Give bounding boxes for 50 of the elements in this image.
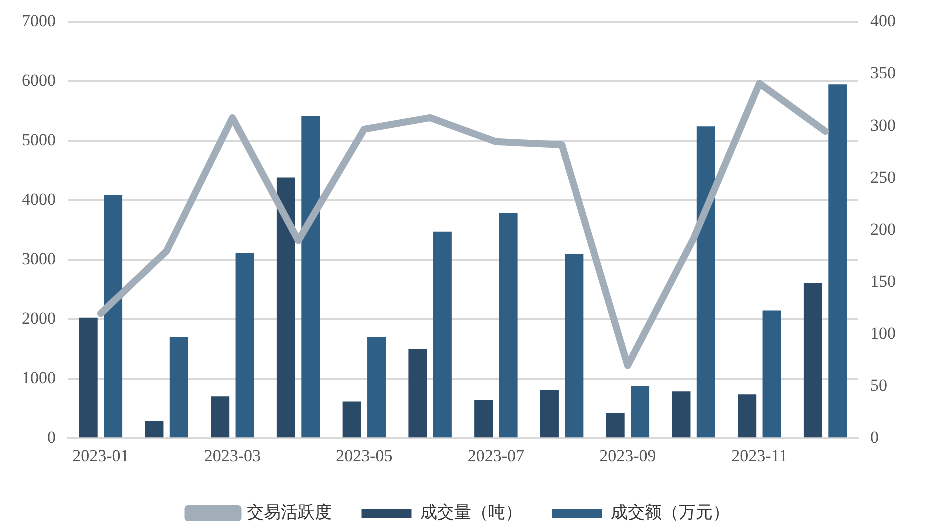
y-tick-label: 0 bbox=[48, 428, 56, 448]
y-tick-label: 6000 bbox=[22, 71, 56, 90]
y2-tick-label: 250 bbox=[870, 168, 896, 187]
y-tick-label: 5000 bbox=[22, 130, 56, 150]
bar bbox=[276, 178, 296, 438]
bar bbox=[565, 254, 584, 438]
bar bbox=[631, 386, 650, 438]
y-tick-label: 7000 bbox=[22, 12, 56, 31]
x-tick-label: 2023-05 bbox=[336, 446, 393, 466]
y2-tick-label: 350 bbox=[870, 64, 896, 83]
bar bbox=[762, 310, 782, 438]
bar bbox=[236, 253, 254, 438]
bar bbox=[79, 318, 98, 438]
bar bbox=[606, 413, 625, 438]
y2-tick-label: 400 bbox=[870, 12, 896, 31]
bar bbox=[104, 195, 123, 438]
bar bbox=[499, 213, 518, 438]
bar bbox=[540, 390, 559, 438]
x-tick-label: 2023-01 bbox=[72, 446, 130, 466]
legend-label: 成交量（吨） bbox=[420, 502, 522, 522]
bar bbox=[170, 337, 188, 438]
bar bbox=[368, 337, 386, 438]
bar bbox=[738, 394, 757, 438]
y-tick-label: 2000 bbox=[22, 309, 56, 328]
legend-label: 交易活跃度 bbox=[246, 502, 332, 522]
x-tick-label: 2023-09 bbox=[600, 446, 656, 466]
bar bbox=[145, 421, 164, 438]
y2-tick-label: 0 bbox=[870, 428, 879, 448]
x-tick-label: 2023-11 bbox=[732, 446, 788, 466]
y2-tick-label: 100 bbox=[870, 324, 896, 343]
y2-tick-label: 150 bbox=[870, 272, 896, 291]
bar bbox=[804, 283, 822, 438]
x-tick-label: 2023-07 bbox=[468, 446, 526, 466]
y2-tick-label: 50 bbox=[870, 376, 888, 396]
x-tick-label: 2023-03 bbox=[204, 446, 262, 466]
y-tick-label: 3000 bbox=[22, 250, 56, 269]
y2-tick-label: 200 bbox=[870, 220, 896, 239]
y2-tick-label: 300 bbox=[870, 116, 896, 135]
bar bbox=[302, 116, 320, 438]
bar bbox=[342, 402, 362, 438]
y-tick-label: 1000 bbox=[22, 368, 56, 388]
y-tick-label: 4000 bbox=[22, 190, 56, 210]
legend-label: 成交额（万元） bbox=[610, 502, 730, 522]
bar bbox=[828, 84, 848, 438]
bar bbox=[672, 392, 691, 438]
bar bbox=[696, 126, 716, 438]
bar bbox=[433, 232, 452, 438]
bar bbox=[408, 349, 428, 438]
bar bbox=[211, 396, 230, 438]
bar bbox=[474, 400, 494, 438]
